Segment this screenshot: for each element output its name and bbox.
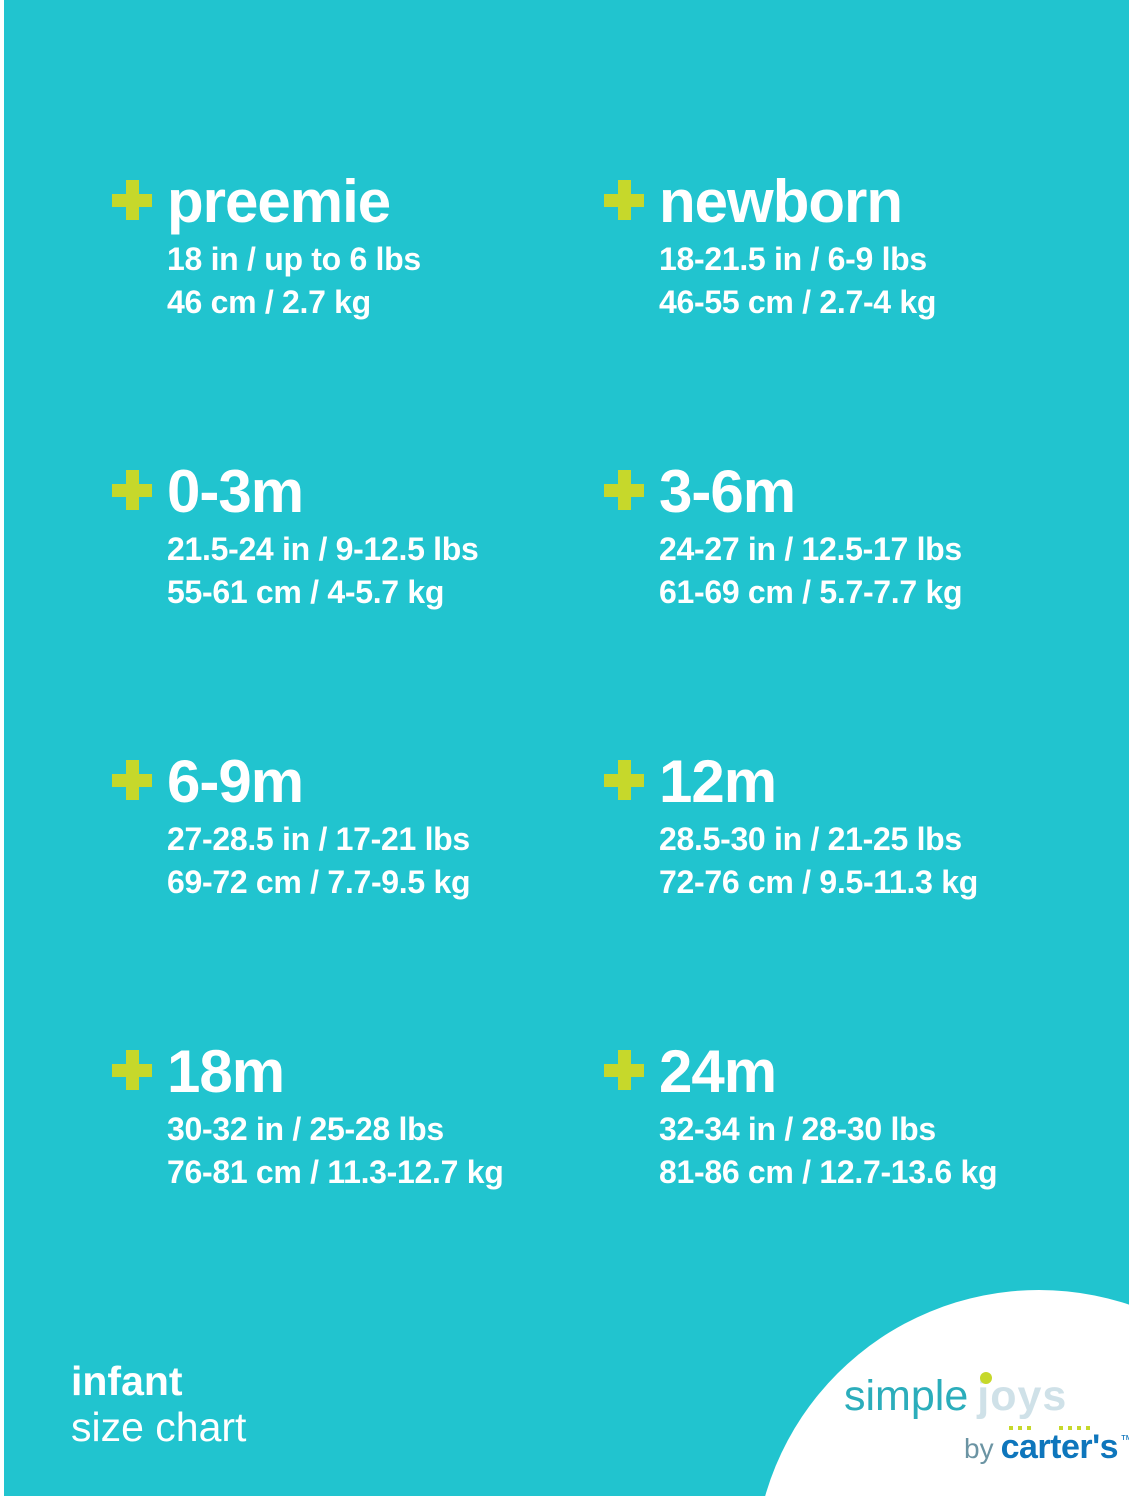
size-info: 12m 28.5-30 in / 21-25 lbs 72-76 cm / 9.… [659,750,978,904]
dotted-underline-icon [1059,1426,1092,1430]
plus-icon [604,1050,644,1090]
byline-brand: carter's [1000,1428,1119,1466]
brand-logo: simple joys by carter's ™ [844,1372,1129,1467]
size-imperial: 28.5-30 in / 21-25 lbs [659,821,962,857]
size-label: newborn [659,168,903,235]
size-label: 6-9m [167,748,304,815]
size-metric: 55-61 cm / 4-5.7 kg [167,574,445,610]
plus-icon [604,760,644,800]
plus-icon [604,180,644,220]
j-dot-icon [980,1372,993,1384]
plus-bar-vertical [126,470,139,510]
plus-bar-vertical [618,180,631,220]
plus-icon [112,1050,152,1090]
size-imperial: 21.5-24 in / 9-12.5 lbs [167,531,479,567]
size-imperial: 18-21.5 in / 6-9 lbs [659,241,927,277]
brand-joys-text: joys [977,1372,1068,1420]
plus-icon [112,760,152,800]
trademark-symbol: ™ [1120,1432,1129,1447]
teal-card: preemie 18 in / up to 6 lbs 46 cm / 2.7 … [4,0,1129,1496]
size-info: 6-9m 27-28.5 in / 17-21 lbs 69-72 cm / 7… [167,748,471,904]
size-label: preemie [167,168,391,235]
size-entry-3-6m: 3-6m 24-27 in / 12.5-17 lbs 61-69 cm / 5… [604,458,963,614]
size-entry-0-3m: 0-3m 21.5-24 in / 9-12.5 lbs 55-61 cm / … [112,460,479,614]
size-metric: 69-72 cm / 7.7-9.5 kg [167,864,471,900]
size-metric: 61-69 cm / 5.7-7.7 kg [659,574,963,610]
plus-icon [112,470,152,510]
size-info: 24m 32-34 in / 28-30 lbs 81-86 cm / 12.7… [659,1038,998,1194]
footer-label: infant size chart [71,1358,246,1450]
size-imperial: 18 in / up to 6 lbs [167,241,421,277]
footer-category: infant [71,1358,183,1404]
size-metric: 46 cm / 2.7 kg [167,284,371,320]
dotted-underline-icon [1009,1426,1035,1430]
plus-bar-vertical [618,760,631,800]
size-imperial: 24-27 in / 12.5-17 lbs [659,531,962,567]
plus-bar-vertical [618,470,631,510]
size-entry-18m: 18m 30-32 in / 25-28 lbs 76-81 cm / 11.3… [112,1038,504,1194]
size-info: preemie 18 in / up to 6 lbs 46 cm / 2.7 … [167,170,421,324]
size-metric: 72-76 cm / 9.5-11.3 kg [659,864,978,900]
size-entry-24m: 24m 32-34 in / 28-30 lbs 81-86 cm / 12.7… [604,1038,998,1194]
byline-prefix: by [964,1433,994,1464]
brand-logo-circle: simple joys by carter's ™ [754,1290,1129,1496]
brand-joys-wrap: joys [977,1372,1068,1420]
plus-bar-vertical [126,180,139,220]
plus-bar-vertical [618,1050,631,1090]
size-entry-12m: 12m 28.5-30 in / 21-25 lbs 72-76 cm / 9.… [604,750,978,904]
size-entry-preemie: preemie 18 in / up to 6 lbs 46 cm / 2.7 … [112,170,421,324]
footer-title: size chart [71,1404,247,1450]
size-metric: 81-86 cm / 12.7-13.6 kg [659,1154,998,1190]
size-entry-6-9m: 6-9m 27-28.5 in / 17-21 lbs 69-72 cm / 7… [112,748,471,904]
size-imperial: 27-28.5 in / 17-21 lbs [167,821,470,857]
brand-byline: by carter's ™ [844,1428,1129,1467]
brand-wordmark: simple joys [844,1372,1129,1420]
size-label: 24m [659,1038,777,1105]
size-entry-newborn: newborn 18-21.5 in / 6-9 lbs 46-55 cm / … [604,170,936,324]
size-info: 3-6m 24-27 in / 12.5-17 lbs 61-69 cm / 5… [659,458,963,614]
plus-bar-vertical [126,1050,139,1090]
size-label: 0-3m [167,458,304,525]
size-info: 0-3m 21.5-24 in / 9-12.5 lbs 55-61 cm / … [167,460,479,614]
size-metric: 46-55 cm / 2.7-4 kg [659,284,937,320]
size-info: newborn 18-21.5 in / 6-9 lbs 46-55 cm / … [659,170,936,324]
brand-simple-text: simple [844,1372,969,1420]
plus-icon [604,470,644,510]
size-info: 18m 30-32 in / 25-28 lbs 76-81 cm / 11.3… [167,1038,504,1194]
size-label: 3-6m [659,458,796,525]
plus-bar-vertical [126,760,139,800]
size-imperial: 30-32 in / 25-28 lbs [167,1111,444,1147]
size-label: 18m [167,1038,285,1105]
size-imperial: 32-34 in / 28-30 lbs [659,1111,936,1147]
size-metric: 76-81 cm / 11.3-12.7 kg [167,1154,504,1190]
plus-icon [112,180,152,220]
size-label: 12m [659,748,777,815]
